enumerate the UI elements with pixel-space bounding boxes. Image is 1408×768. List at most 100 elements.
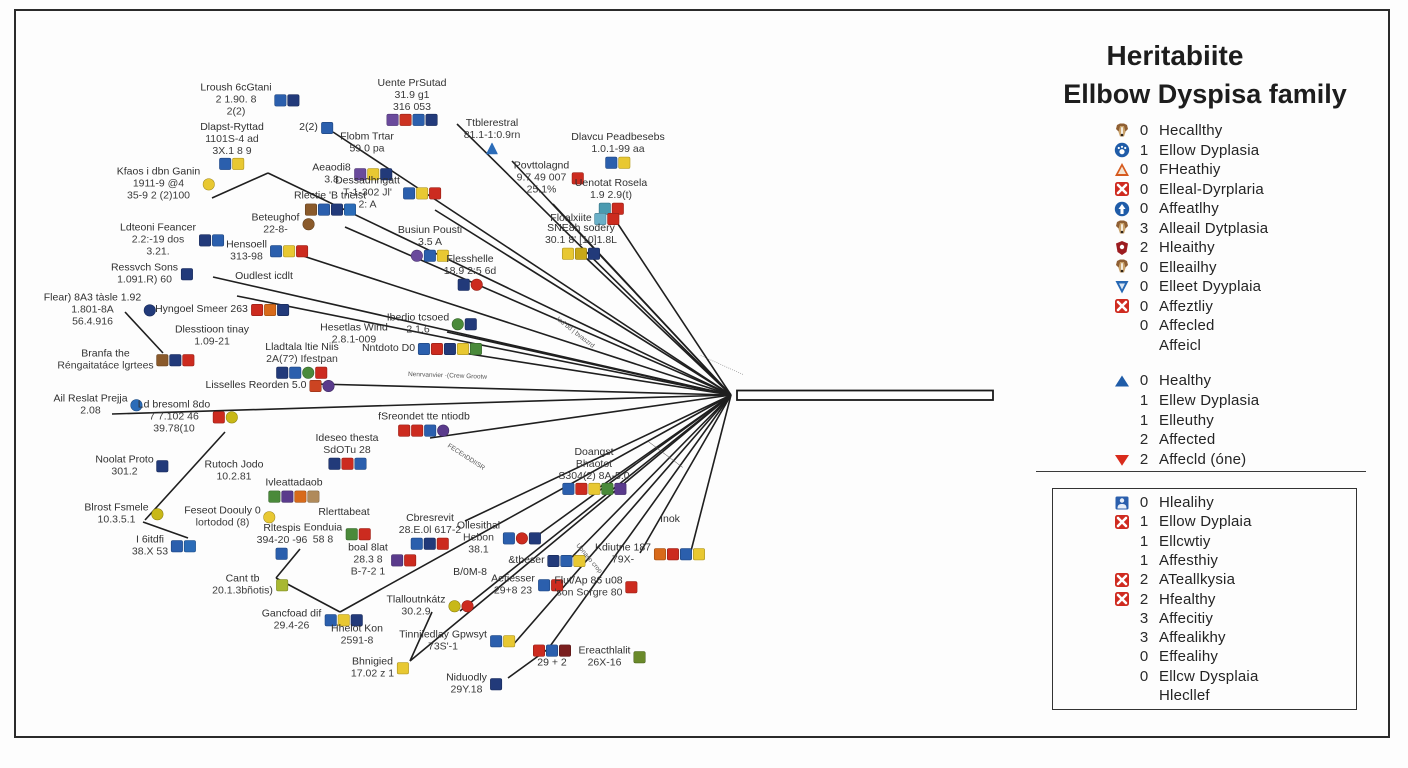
legend-label: Hlecllef: [1159, 687, 1210, 704]
marker-icon: [379, 168, 392, 180]
pedigree-edge: [339, 394, 732, 613]
pedigree-node: Uenotat Rosela 1.9 2.9(t): [575, 177, 647, 215]
marker-icon-row: [397, 662, 410, 674]
marker-icon: [575, 483, 587, 496]
pedigree-node: Branfa the Réngaitatáce lgrtees: [57, 347, 195, 372]
pedigree-node-label: Hesetlas Wind 2.8.1-009: [320, 321, 388, 345]
marker-icon: [324, 614, 337, 626]
pedigree-node-label: Aeaodi8 3.8: [312, 161, 351, 185]
pedigree-node-label: Blrost Fsmele 10.3.5.1: [84, 501, 149, 525]
marker-icon-row: [533, 644, 571, 657]
marker-icon: [424, 537, 436, 550]
pedigree-edge: [464, 394, 732, 522]
marker-icon: [366, 168, 379, 180]
pedigree-node-label: Hensoell 313-98: [226, 238, 267, 262]
marker-icon: [397, 662, 410, 674]
pedigree-node-label: Floalxiite: [550, 212, 592, 225]
legend-row: 2 Affecld (óne): [1112, 450, 1246, 469]
marker-icon-row: [275, 547, 288, 560]
marker-icon-row: [130, 399, 143, 411]
legend-label: Ellow Dyplasia: [1159, 141, 1260, 159]
legend-label: Ellcw Dysplaia: [1159, 667, 1259, 685]
marker-icon: [437, 424, 450, 437]
marker-icon: [250, 304, 263, 316]
legend-label: Affecitiy: [1159, 609, 1214, 627]
pedigree-node-label: B/0M-8: [453, 566, 487, 579]
marker-icon: [503, 532, 516, 544]
pedigree-node: Ollesithal Hebon 38.1: [457, 520, 542, 555]
legend-count: 0: [1139, 278, 1149, 295]
marker-icon: [411, 249, 423, 262]
pedigree-edge: [275, 548, 301, 579]
legend-label: Hlealihy: [1159, 494, 1214, 511]
marker-icon: [275, 547, 288, 560]
legend-count: 1: [1139, 141, 1149, 159]
marker-icon-row: [274, 94, 300, 106]
marker-icon: [562, 483, 574, 496]
pedigree-node: Rltespis 394-20 -96: [257, 522, 307, 560]
pedigree-node: Tlalloutnkátz 30.2.9: [387, 593, 474, 618]
marker-icon-row: [411, 537, 449, 550]
legend-row: 1 Ellow Dyplaia: [1112, 512, 1252, 531]
pedigree-node-label: Ibedio tcsoed 2 1.6: [386, 311, 450, 335]
pedigree-node-label: Ttblerestral 81.1-1:0.9rn: [463, 116, 521, 141]
marker-icon-row: [213, 411, 239, 423]
marker-icon: [601, 483, 613, 496]
marker-icon: [470, 343, 483, 355]
marker-icon-row: [561, 247, 600, 260]
marker-icon: [386, 114, 399, 127]
pedigree-node: Beteughof 22-8-: [252, 211, 315, 236]
pedigree-node-label: Dlapst-Ryttad 1101S-4 ad 3X.1 8 9: [200, 120, 264, 157]
pedigree-node: Lisselles Reorden 5.0: [206, 379, 335, 392]
pedigree-node-label: Ail Reslat Prejja 2.08: [53, 392, 128, 416]
pedigree-node: Rlerttabeat: [318, 506, 369, 519]
marker-icon: [667, 548, 680, 560]
pedigree-node-label: Flesshelle 18.9 2:5 6d: [443, 252, 497, 277]
pedigree-node: Tinniiedlay Gpwsyt 73S'-1: [399, 628, 515, 653]
marker-icon-row: [353, 168, 392, 180]
marker-icon: [287, 94, 300, 106]
pedigree-edge: [409, 394, 732, 662]
pedigree-node-label: Gancfoad dif 29.4-26: [261, 607, 322, 631]
marker-icon: [289, 366, 302, 379]
marker-icon: [327, 457, 340, 470]
pedigree-node-label: Bhnigied 17.02 z 1: [350, 655, 395, 679]
legend-marker-blue-triangle-icon: [1112, 372, 1132, 389]
pedigree-node: 29 + 2: [533, 644, 571, 670]
marker-icon-row: [448, 600, 474, 612]
pedigree-node-label: &tbeser: [508, 554, 545, 567]
marker-icon-row: [250, 304, 289, 316]
marker-icon-row: [304, 203, 356, 216]
pedigree-node-label: Uente PrSutad 31.9 g1 316 053: [377, 76, 447, 113]
pedigree-edge: [434, 209, 732, 396]
legend-label: Affecled: [1159, 317, 1215, 334]
legend-row: 0 Healthy: [1112, 371, 1211, 390]
marker-icon: [184, 540, 197, 552]
marker-icon-row: [320, 122, 333, 134]
legend-row: 2 ATeallkysia: [1112, 570, 1235, 589]
pedigree-node: Hhelot Kon 2591-8: [331, 622, 383, 647]
legend-marker-red-shield-icon: [1112, 239, 1132, 256]
marker-icon: [411, 424, 424, 437]
marker-icon: [181, 268, 194, 280]
legend-row: 1 Affesthiy: [1112, 551, 1218, 570]
marker-icon: [353, 168, 366, 180]
legend-row: 2 Hfealthy: [1112, 590, 1216, 609]
pedigree-node: B/0M-8: [453, 566, 487, 579]
legend-count: 0: [1139, 372, 1149, 389]
marker-icon: [424, 249, 436, 262]
pedigree-node-label: Rlectie 'B tneist: [293, 189, 367, 202]
marker-icon: [533, 644, 545, 657]
marker-icon: [226, 411, 239, 423]
marker-icon-row: [402, 187, 441, 199]
marker-icon: [169, 354, 182, 366]
legend-label: Hecallthy: [1159, 122, 1223, 139]
pedigree-node: Cbresrevit 28.E.0l 617-2: [399, 512, 461, 550]
legend-marker-blue-drop-icon: [1112, 278, 1132, 295]
pedigree-node: boal 8lat 28.3 8 B-7-2 1: [348, 542, 416, 577]
marker-icon: [607, 213, 620, 225]
legend-label: Elleailhy: [1159, 258, 1217, 276]
pedigree-node-label: Feseot Doouly 0 lortodod (8): [184, 504, 261, 528]
marker-icon: [654, 548, 667, 560]
legend-row: 0 Effealihy: [1112, 647, 1218, 666]
